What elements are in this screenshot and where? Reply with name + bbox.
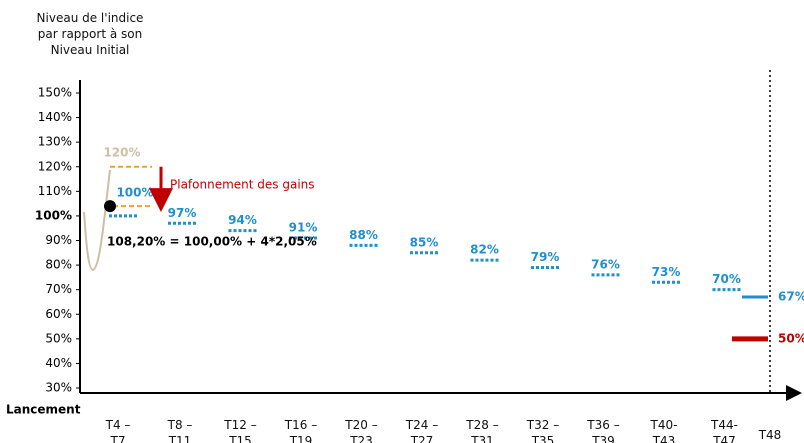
y-tick-label: 120% [38, 159, 72, 173]
final-level-label: 67% [778, 290, 804, 304]
barrier-label: 91% [289, 221, 318, 235]
cap-annotation: Plafonnement des gains [170, 178, 315, 192]
barrier-label: 73% [652, 265, 681, 279]
y-tick-label: 100% [35, 208, 72, 222]
y-tick-label: 130% [38, 135, 72, 149]
x-tick-label: T8 – T11 [167, 418, 193, 443]
index-path [83, 169, 111, 272]
x-tick-label: T16 – T19 [284, 418, 318, 443]
x-tick-label: T12 – T15 [224, 418, 257, 443]
cap-label: 120% [103, 145, 140, 159]
x-tick-label: T4 – T7 [105, 418, 131, 443]
barrier-label: 100% [116, 186, 153, 200]
x-tick-label: T24 – T27 [405, 418, 439, 443]
barrier-label: 88% [349, 228, 378, 242]
barrier-label: 79% [531, 250, 560, 264]
x-tick-label: T20 – T23 [345, 418, 378, 443]
y-tick-label: 150% [38, 86, 72, 100]
x-tick-label: T32 – T35 [526, 418, 560, 443]
barrier-label: 70% [712, 272, 741, 286]
y-tick-label: 50% [45, 331, 72, 345]
x-tick-label: T28 – T31 [466, 418, 499, 443]
y-tick-label: 90% [45, 233, 72, 247]
formula: 108,20% = 100,00% + 4*2,05% [107, 235, 317, 249]
y-tick-label: 30% [45, 381, 72, 395]
y-tick-label: 140% [38, 110, 72, 124]
y-tick-label: 60% [45, 307, 72, 321]
barrier-label: 76% [591, 257, 620, 271]
final-level-label: 50% [778, 331, 804, 345]
start-label: Lancement [6, 403, 81, 417]
y-tick-label: 110% [38, 184, 72, 198]
y-tick-label: 80% [45, 258, 72, 272]
x-tick-label: T48 [758, 428, 782, 442]
y-tick-label: 70% [45, 282, 72, 296]
barrier-label: 85% [410, 235, 439, 249]
y-tick-label: 40% [45, 356, 72, 370]
gain-dot [104, 200, 116, 213]
barrier-label: 97% [168, 206, 197, 220]
x-tick-label: T44- T47 [711, 418, 738, 443]
x-tick-label: T36 – T39 [587, 418, 620, 443]
barrier-label: 94% [228, 213, 257, 227]
y-axis-title: Niveau de l'indice par rapport à son Niv… [36, 11, 144, 57]
barrier-label: 82% [470, 243, 499, 257]
x-tick-label: T40- T43 [650, 418, 678, 443]
